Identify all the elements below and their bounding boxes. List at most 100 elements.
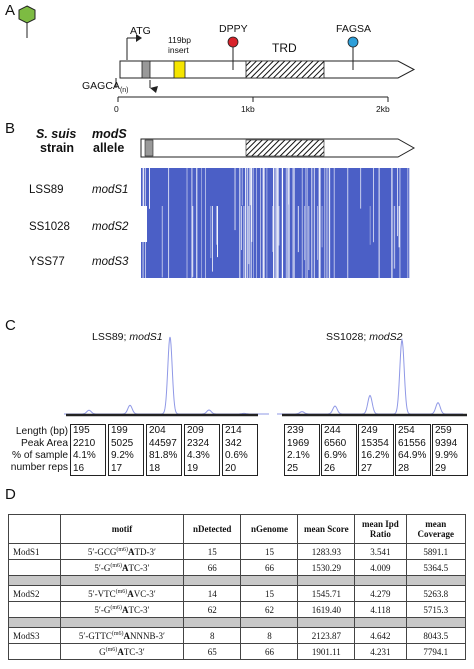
ndetected-cell: 65 — [182, 643, 242, 660]
alignment-gap — [311, 168, 313, 278]
peak-pct: 0.6% — [225, 450, 248, 461]
left-peak-box: 199 5025 9.2% 17 — [108, 424, 144, 476]
ipd-cell: 4.642 — [354, 627, 407, 644]
motif-cell: 5′-GTTC(m6)ANNNB-3′ — [59, 627, 184, 644]
alignment-gap — [260, 168, 261, 278]
alignment-gap — [263, 168, 265, 278]
peak-area: 2210 — [73, 437, 96, 449]
ndetected-cell: 66 — [182, 559, 242, 576]
alignment-gap-start — [141, 206, 147, 242]
enzyme-cell — [8, 643, 61, 660]
group-separator — [8, 617, 467, 628]
alignment-gap — [168, 168, 170, 278]
alignment-gap — [278, 206, 280, 246]
trace-right-title: SS1028; modS2 — [326, 331, 403, 343]
score-cell: 1283.93 — [297, 543, 356, 560]
alignment-gap — [212, 206, 213, 272]
trd-region-box-b — [245, 139, 325, 157]
insert-label-top: 119bp — [168, 35, 192, 45]
score-cell: 1545.71 — [297, 585, 356, 602]
score-cell: 1530.29 — [297, 559, 356, 576]
peak-area: 15354 — [361, 437, 389, 449]
alignment-gap — [319, 168, 321, 278]
coverage-cell: 8043.5 — [405, 627, 467, 644]
alignment-gap — [253, 168, 254, 278]
trace-left-title: LSS89; modS1 — [92, 331, 163, 343]
score-cell: 1901.11 — [297, 643, 356, 660]
right-peak-box: 254 61556 64.9% 28 — [395, 424, 431, 476]
alignment-gap — [306, 168, 308, 278]
row-label-length: Length (bp) — [15, 426, 68, 437]
alignment-gap — [325, 168, 327, 278]
alignment-gap — [287, 168, 289, 278]
motif-table: motif nDetected nGenome mean Score mean Ipd … — [8, 514, 467, 660]
enzyme-cell — [8, 601, 61, 618]
alignment-gap — [347, 168, 349, 278]
insert-label-bottom: insert — [168, 45, 189, 55]
fagsa-label: FAGSA — [336, 23, 372, 35]
peak-pct: 9.9% — [435, 450, 458, 461]
alignment-gap — [161, 206, 163, 278]
right-peak-box: 239 1969 2.1% 25 — [284, 424, 320, 476]
alignment-gap — [149, 168, 150, 209]
header-species: S. suis — [36, 127, 77, 141]
alignment-gap — [249, 168, 250, 278]
strain-ss1028: SS1028 — [29, 221, 70, 233]
alignment-gap — [288, 168, 289, 205]
peak-reps: 25 — [287, 462, 299, 474]
peak-pct: 64.9% — [398, 450, 427, 461]
alignment-gap — [369, 206, 371, 245]
alignment-gap — [143, 168, 145, 221]
peak-area: 342 — [225, 437, 242, 449]
alignment-gap — [324, 168, 325, 278]
table-header — [8, 514, 61, 544]
left-peak-box: 195 2210 4.1% 16 — [70, 424, 106, 476]
scale-label-1kb: 1kb — [241, 104, 255, 114]
panel-c-traces — [64, 336, 467, 417]
row-label-pct: % of sample — [11, 450, 68, 461]
alignment-gap — [210, 206, 212, 259]
scale-label-2kb: 2kb — [376, 104, 390, 114]
alignment-gap — [249, 168, 251, 206]
peak-reps: 27 — [361, 462, 373, 474]
alignment-gap — [321, 206, 323, 248]
atg-label: ATG — [130, 25, 151, 37]
enzyme-cell: ModS3 — [8, 627, 61, 644]
alignment-gap — [301, 168, 303, 278]
dppy-pin-icon — [227, 36, 239, 48]
peak-length: 259 — [435, 425, 452, 436]
peak-reps: 18 — [149, 462, 161, 474]
peak-length: 254 — [398, 425, 415, 436]
alignment-gap — [241, 206, 242, 250]
peak-length: 199 — [111, 425, 128, 436]
allele-mods1: modS1 — [92, 184, 129, 196]
group-separator — [8, 575, 467, 586]
alignment-gap — [273, 168, 275, 278]
motif-cell: 5′-VTC(m6)AVC-3′ — [59, 585, 184, 602]
alignment-gap — [262, 168, 264, 278]
peak-area: 2324 — [187, 437, 210, 449]
alignment-gap — [239, 168, 241, 278]
right-peak-box: 249 15354 16.2% 27 — [358, 424, 394, 476]
peak-length: 209 — [187, 425, 204, 436]
table-header: mean Coverage — [405, 514, 467, 544]
alignment-gap — [234, 168, 236, 231]
ngenome-cell: 66 — [240, 559, 299, 576]
peak-area: 6560 — [324, 437, 347, 449]
ngenome-cell: 66 — [240, 643, 299, 660]
peak-pct: 2.1% — [287, 450, 310, 461]
table-header: motif — [59, 514, 184, 544]
ndetected-cell: 62 — [182, 601, 242, 618]
allele-mods3: modS3 — [92, 256, 129, 268]
alignment-gap — [217, 206, 218, 258]
table-header: nGenome — [240, 514, 299, 544]
peak-reps: 17 — [111, 462, 123, 474]
ipd-cell: 3.541 — [354, 543, 407, 560]
alignment-gap — [308, 206, 310, 270]
left-peak-box: 214 342 0.6% 20 — [222, 424, 258, 476]
ipd-cell: 4.009 — [354, 559, 407, 576]
peak-area: 5025 — [111, 437, 134, 449]
ndetected-cell: 14 — [182, 585, 242, 602]
coverage-cell: 5263.8 — [405, 585, 467, 602]
panel-b-letter: B — [5, 120, 16, 137]
